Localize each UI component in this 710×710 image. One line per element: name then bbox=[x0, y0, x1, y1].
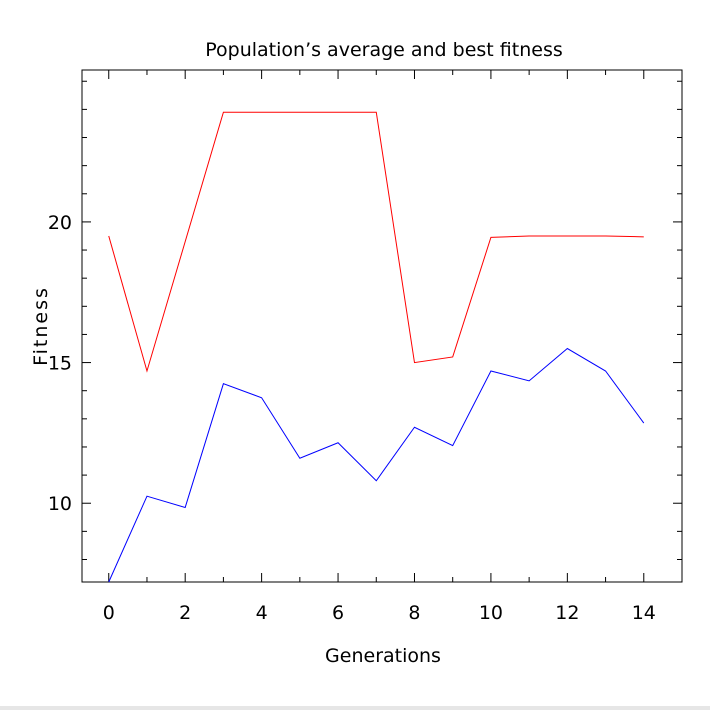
y-axis-label: Fitness bbox=[30, 286, 52, 366]
x-axis-label: Generations bbox=[325, 645, 441, 667]
series-line-average-fitness bbox=[108, 347, 645, 583]
x-tick-label: 4 bbox=[256, 602, 268, 624]
data-series bbox=[108, 111, 645, 583]
x-tick-label: 2 bbox=[179, 602, 191, 624]
x-tick-label: 6 bbox=[332, 602, 344, 624]
y-tick-label: 20 bbox=[48, 212, 72, 234]
x-tick-label: 10 bbox=[479, 602, 503, 624]
window-bottom-edge bbox=[0, 706, 710, 710]
x-tick-label: 8 bbox=[408, 602, 420, 624]
axis-ticks: 0 2 4 6 8 10 12 14 10 15 20 bbox=[48, 70, 683, 624]
y-tick-label: 10 bbox=[48, 493, 72, 515]
x-tick-label: 12 bbox=[555, 602, 579, 624]
chart-title: Population’s average and best fitness bbox=[205, 39, 563, 61]
x-tick-label: 14 bbox=[632, 602, 656, 624]
x-tick-label: 0 bbox=[103, 602, 115, 624]
series-line-best-fitness bbox=[108, 111, 644, 373]
plot-frame bbox=[81, 69, 683, 583]
y-tick-label: 15 bbox=[48, 353, 72, 375]
